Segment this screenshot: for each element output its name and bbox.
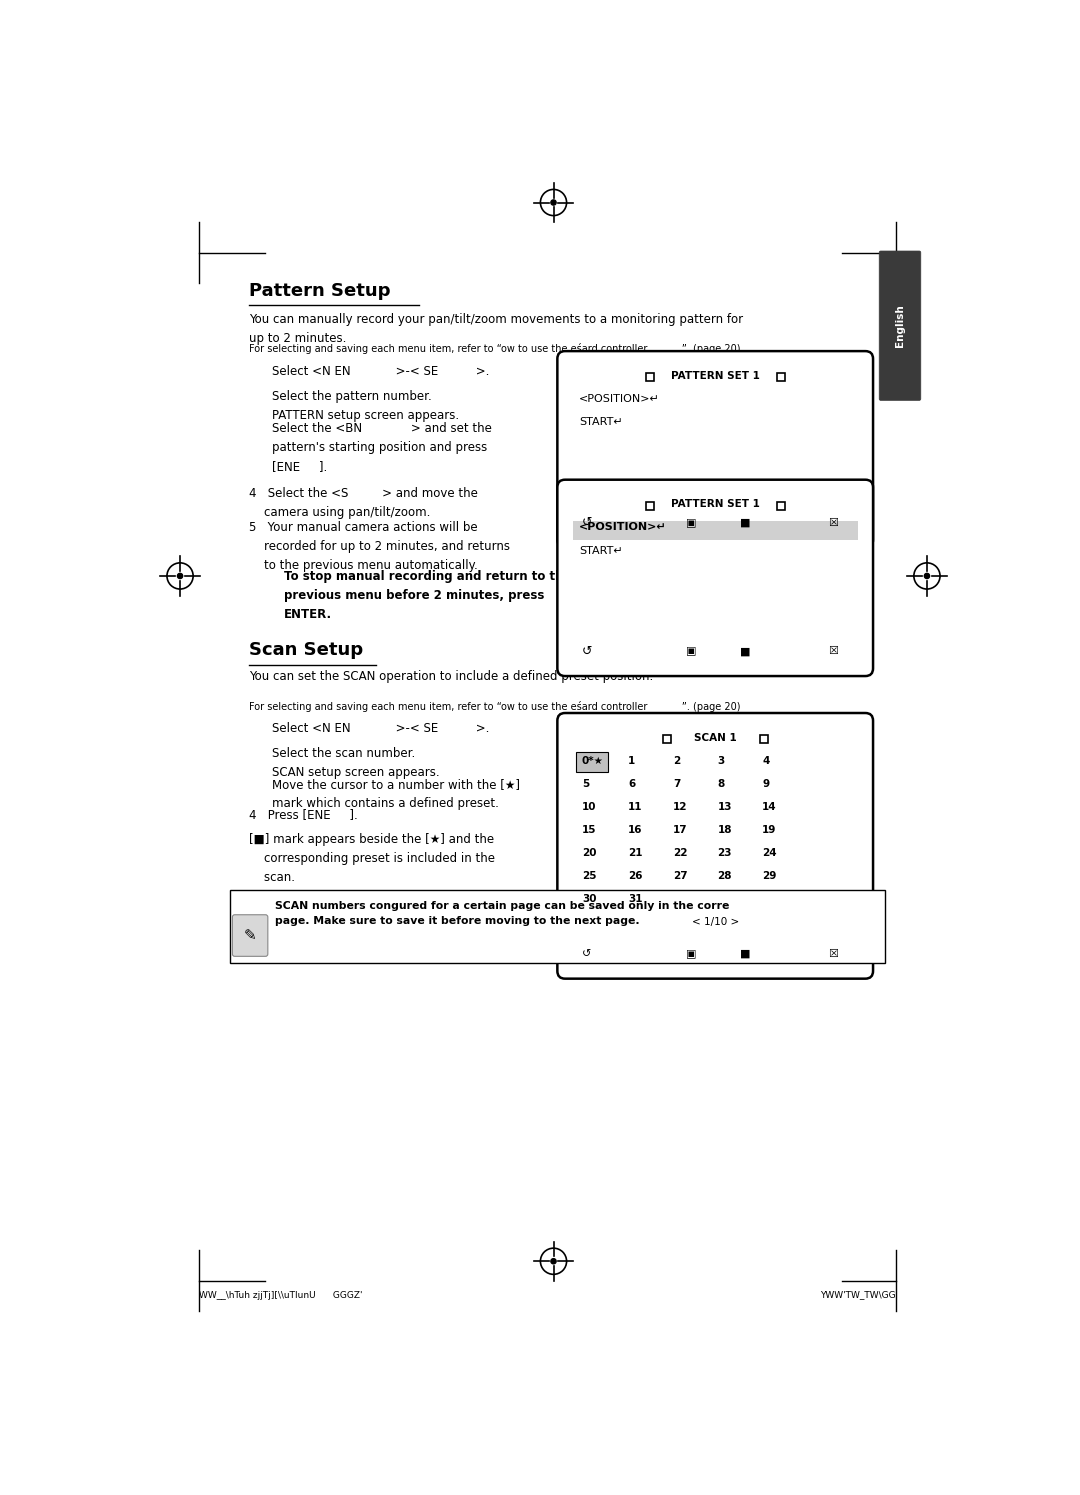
Text: For selecting and saving each menu item, refer to “ow to use the eśard controlle: For selecting and saving each menu item,… bbox=[249, 344, 741, 354]
Text: Select <N EN            >-< SE          >.: Select <N EN >-< SE >. bbox=[272, 365, 490, 378]
Circle shape bbox=[924, 573, 930, 579]
Text: Select <N EN            >-< SE          >.: Select <N EN >-< SE >. bbox=[272, 722, 490, 736]
Text: 26: 26 bbox=[629, 872, 643, 881]
Bar bbox=[760, 736, 768, 743]
Text: ↺: ↺ bbox=[581, 644, 592, 658]
Text: 27: 27 bbox=[673, 872, 688, 881]
Text: English: English bbox=[895, 305, 905, 347]
Text: nish     _39: nish _39 bbox=[522, 924, 585, 937]
Text: Move the cursor to a number with the [★]
mark which contains a defined preset.: Move the cursor to a number with the [★]… bbox=[272, 777, 521, 810]
Text: 15: 15 bbox=[582, 825, 596, 836]
Text: SCAN numbers congured for a certain page can be saved only in the corre
page. Ma: SCAN numbers congured for a certain page… bbox=[274, 901, 729, 925]
Text: 7: 7 bbox=[673, 779, 680, 789]
Text: START↵: START↵ bbox=[579, 546, 623, 556]
Text: 30: 30 bbox=[582, 894, 596, 904]
Text: ■: ■ bbox=[740, 646, 751, 656]
Circle shape bbox=[551, 200, 556, 205]
Text: 5: 5 bbox=[582, 779, 590, 789]
Text: ☒: ☒ bbox=[828, 517, 838, 528]
Text: SCAN 1: SCAN 1 bbox=[693, 733, 737, 743]
Bar bbox=[646, 502, 653, 510]
Text: 4   Select the <S         > and move the
    camera using pan/tilt/zoom.: 4 Select the <S > and move the camera us… bbox=[249, 487, 478, 519]
Text: ↺: ↺ bbox=[581, 516, 592, 529]
Text: 25: 25 bbox=[582, 872, 596, 881]
Text: You can manually record your pan/tilt/zoom movements to a monitoring pattern for: You can manually record your pan/tilt/zo… bbox=[249, 312, 743, 345]
Text: 13: 13 bbox=[717, 801, 732, 812]
Text: 2: 2 bbox=[673, 756, 680, 765]
Text: 18: 18 bbox=[717, 825, 732, 836]
Text: ✎: ✎ bbox=[244, 928, 256, 943]
Text: 14: 14 bbox=[762, 801, 777, 812]
FancyBboxPatch shape bbox=[557, 351, 873, 547]
Text: < 1/10 >: < 1/10 > bbox=[691, 918, 739, 927]
Bar bbox=[663, 736, 671, 743]
Text: 28: 28 bbox=[717, 872, 732, 881]
Text: ■: ■ bbox=[740, 949, 751, 958]
Text: Select the scan number.
SCAN setup screen appears.: Select the scan number. SCAN setup scree… bbox=[272, 748, 440, 779]
Text: PATTERN SET 1: PATTERN SET 1 bbox=[671, 371, 759, 381]
Text: ▣: ▣ bbox=[686, 646, 697, 656]
Text: 19: 19 bbox=[762, 825, 777, 836]
Text: To stop manual recording and return to the
previous menu before 2 minutes, press: To stop manual recording and return to t… bbox=[284, 570, 571, 620]
Text: 23: 23 bbox=[717, 848, 732, 858]
Text: YWW'TW_TW\GG: YWW'TW_TW\GG bbox=[821, 1290, 896, 1299]
Text: ☒: ☒ bbox=[828, 949, 838, 958]
Text: 22: 22 bbox=[673, 848, 687, 858]
Text: 0*★: 0*★ bbox=[582, 756, 604, 765]
FancyBboxPatch shape bbox=[232, 915, 268, 957]
Text: 31: 31 bbox=[629, 894, 643, 904]
Bar bbox=[777, 502, 784, 510]
Text: You can set the SCAN operation to include a defined preset position.: You can set the SCAN operation to includ… bbox=[249, 670, 653, 683]
Text: 10: 10 bbox=[582, 801, 596, 812]
Text: [■] mark appears beside the [★] and the
    corresponding preset is included in : [■] mark appears beside the [★] and the … bbox=[249, 833, 496, 884]
Bar bbox=[230, 890, 885, 963]
Text: 8: 8 bbox=[717, 779, 725, 789]
Text: Select the <BN             > and set the
pattern's starting position and press
[: Select the <BN > and set the pattern's s… bbox=[272, 422, 492, 472]
Text: ▣: ▣ bbox=[686, 517, 697, 528]
Text: Select the pattern number.
PATTERN setup screen appears.: Select the pattern number. PATTERN setup… bbox=[272, 390, 460, 422]
Text: WW__\hTuh zjjTj][\\uTlunU      GGGZ': WW__\hTuh zjjTj][\\uTlunU GGGZ' bbox=[200, 1290, 363, 1299]
Circle shape bbox=[551, 1259, 556, 1263]
Text: 24: 24 bbox=[762, 848, 777, 858]
Text: 6: 6 bbox=[629, 779, 635, 789]
Text: For selecting and saving each menu item, refer to “ow to use the eśard controlle: For selecting and saving each menu item,… bbox=[249, 701, 741, 712]
FancyBboxPatch shape bbox=[557, 713, 873, 979]
Text: PATTERN SET 1: PATTERN SET 1 bbox=[671, 499, 759, 510]
Text: 29: 29 bbox=[762, 872, 777, 881]
FancyBboxPatch shape bbox=[557, 480, 873, 676]
Text: <POSITION>↵: <POSITION>↵ bbox=[579, 522, 666, 532]
Text: 3: 3 bbox=[717, 756, 725, 765]
Text: 4: 4 bbox=[762, 756, 770, 765]
Bar bbox=[576, 752, 608, 771]
Text: START↵: START↵ bbox=[579, 417, 623, 428]
Text: 12: 12 bbox=[673, 801, 687, 812]
Text: 17: 17 bbox=[673, 825, 688, 836]
Text: <POSITION>↵: <POSITION>↵ bbox=[579, 393, 660, 404]
Text: 21: 21 bbox=[629, 848, 643, 858]
Text: 16: 16 bbox=[629, 825, 643, 836]
Text: ■: ■ bbox=[740, 517, 751, 528]
Text: Pattern Setup: Pattern Setup bbox=[249, 283, 391, 300]
Text: 5   Your manual camera actions will be
    recorded for up to 2 minutes, and ret: 5 Your manual camera actions will be rec… bbox=[249, 520, 511, 571]
Text: 9: 9 bbox=[762, 779, 769, 789]
Bar bbox=[646, 374, 653, 381]
Bar bbox=[777, 374, 784, 381]
Circle shape bbox=[177, 573, 183, 579]
Text: 20: 20 bbox=[582, 848, 596, 858]
Text: Scan Setup: Scan Setup bbox=[249, 641, 364, 659]
Text: 4   Press [ENE     ].: 4 Press [ENE ]. bbox=[249, 809, 359, 821]
Text: ↺: ↺ bbox=[582, 949, 591, 958]
Text: ▣: ▣ bbox=[686, 949, 697, 958]
Bar bbox=[572, 522, 858, 540]
Text: 1: 1 bbox=[629, 756, 635, 765]
Text: 11: 11 bbox=[629, 801, 643, 812]
FancyBboxPatch shape bbox=[879, 251, 921, 401]
Text: ☒: ☒ bbox=[828, 646, 838, 656]
